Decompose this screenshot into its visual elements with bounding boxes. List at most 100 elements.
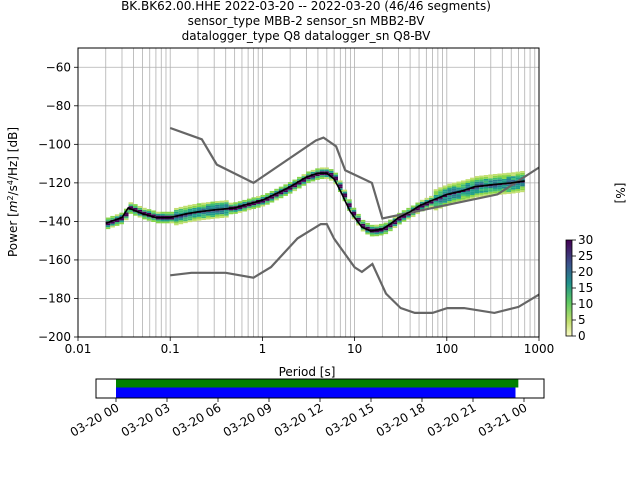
density-cell — [406, 209, 411, 212]
density-cell — [219, 216, 225, 219]
density-cell — [488, 182, 493, 185]
density-cell — [142, 209, 147, 212]
density-cell — [319, 171, 325, 174]
density-cell — [219, 204, 225, 207]
density-cell — [187, 204, 193, 207]
density-cell — [356, 223, 361, 226]
density-cell — [187, 214, 193, 217]
density-cell — [260, 194, 266, 197]
density-cell — [497, 188, 502, 191]
density-cell — [415, 208, 420, 211]
density-cell — [105, 227, 111, 230]
density-cell — [233, 202, 238, 205]
density-cell — [324, 177, 329, 180]
density-cell — [146, 216, 152, 219]
density-cell — [196, 212, 202, 215]
density-cell — [392, 224, 398, 227]
density-cell — [410, 213, 416, 216]
density-cell — [242, 199, 247, 202]
density-cell — [319, 173, 325, 176]
density-cell — [515, 173, 521, 176]
density-cell — [333, 176, 339, 179]
density-cell — [306, 173, 311, 176]
density-cell — [442, 187, 448, 190]
density-cell — [424, 199, 430, 202]
density-cell — [474, 176, 480, 179]
density-cell — [310, 169, 316, 172]
density-cell — [183, 211, 188, 214]
density-cell — [479, 192, 484, 195]
density-cell — [210, 213, 216, 216]
density-cell — [219, 214, 225, 217]
density-cell — [301, 181, 307, 184]
density-cell — [429, 197, 434, 200]
density-cell — [114, 223, 120, 226]
colorbar-tick-label: 10 — [578, 297, 593, 311]
density-cell — [520, 184, 525, 187]
density-cell — [110, 223, 115, 226]
density-cell — [215, 203, 220, 205]
density-cell — [388, 219, 393, 222]
density-cell — [465, 186, 471, 189]
density-cell — [365, 230, 370, 233]
density-cell — [470, 189, 475, 192]
density-cell — [429, 203, 434, 206]
density-cell — [196, 207, 202, 210]
density-cell — [178, 222, 184, 225]
density-cell — [419, 199, 425, 202]
density-cell — [196, 205, 202, 208]
noise-models — [169, 126, 539, 315]
density-cell — [283, 184, 288, 187]
density-cell — [338, 184, 343, 187]
density-cell — [237, 207, 243, 209]
density-cell — [278, 192, 284, 195]
density-cell — [456, 181, 461, 184]
density-cell — [192, 209, 197, 212]
density-cell — [342, 191, 348, 194]
density-cell — [442, 202, 448, 205]
density-cell — [210, 205, 216, 208]
density-cell — [460, 195, 466, 198]
x-tick-label: 1000 — [524, 342, 555, 356]
density-cell — [196, 203, 202, 206]
density-cell — [174, 219, 179, 222]
density-cell — [315, 174, 320, 177]
density-cell — [205, 207, 211, 210]
density-cell — [160, 211, 165, 214]
density-cell — [433, 200, 439, 203]
density-cell — [219, 206, 225, 209]
x-axis-label: Period [s] — [279, 365, 336, 379]
density-cell — [119, 222, 124, 225]
density-cell — [442, 197, 448, 199]
density-cell — [260, 204, 266, 207]
density-cell — [388, 221, 393, 224]
density-cell — [319, 169, 325, 172]
density-cell — [392, 216, 398, 219]
density-cell — [365, 226, 370, 229]
density-cell — [306, 177, 311, 180]
density-cell — [292, 181, 298, 184]
density-cell — [324, 173, 329, 176]
density-cell — [474, 193, 480, 196]
coverage-bar-blue — [116, 387, 516, 398]
density-cell — [123, 218, 129, 221]
density-cell — [306, 171, 311, 174]
density-cell — [151, 210, 156, 213]
density-cell — [114, 216, 120, 219]
density-cell — [360, 225, 366, 228]
density-cell — [388, 225, 393, 228]
density-cell — [488, 176, 493, 179]
density-cell — [137, 213, 143, 216]
density-cell — [401, 215, 407, 218]
density-cell — [460, 193, 466, 196]
density-cell — [378, 223, 384, 226]
density-cell — [292, 187, 298, 190]
density-cell — [470, 196, 475, 199]
density-cell — [265, 198, 270, 201]
density-cell — [215, 201, 220, 204]
density-cell — [351, 217, 357, 220]
density-cell — [242, 207, 247, 210]
density-cell — [465, 184, 471, 187]
